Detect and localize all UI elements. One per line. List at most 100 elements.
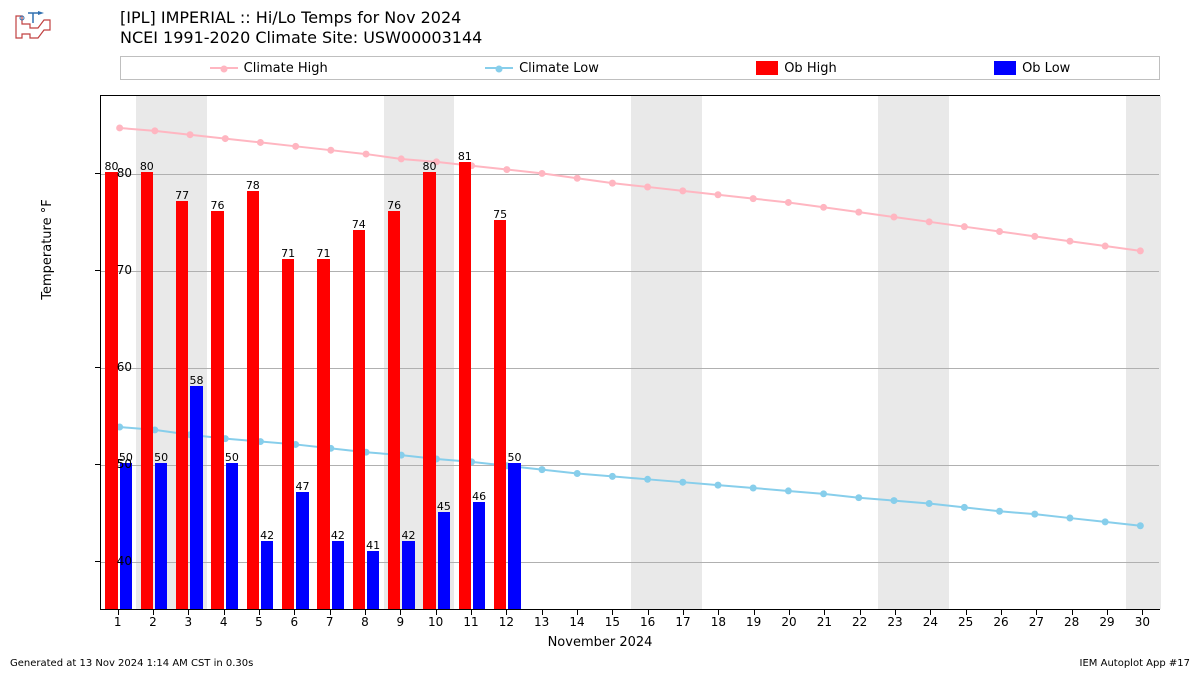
- ob-low-bar-label: 46: [472, 490, 486, 503]
- ob-high-bar: [176, 201, 188, 609]
- ytick-label: 70: [102, 263, 132, 277]
- ob-low-bar: [473, 502, 485, 609]
- ob-high-bar-label: 76: [387, 199, 401, 212]
- climate-low-line-marker: [820, 490, 827, 497]
- ytick-label: 50: [102, 457, 132, 471]
- xtick-label: 14: [569, 615, 584, 629]
- ob-high-bar-label: 80: [140, 160, 154, 173]
- xtick-label: 5: [255, 615, 263, 629]
- y-axis-label: Temperature °F: [40, 199, 55, 299]
- ob-low-bar: [508, 463, 520, 609]
- ob-low-bar-label: 50: [154, 451, 168, 464]
- ob-high-bar: [105, 172, 117, 609]
- climate-high-line-marker: [1066, 238, 1073, 245]
- xtick-label: 13: [534, 615, 549, 629]
- ob-high-bar: [423, 172, 435, 609]
- ob-low-bar: [226, 463, 238, 609]
- chart-title: [IPL] IMPERIAL :: Hi/Lo Temps for Nov 20…: [120, 8, 482, 48]
- climate-high-line-marker: [363, 151, 370, 158]
- xtick-label: 22: [852, 615, 867, 629]
- climate-high-line-marker: [222, 135, 229, 142]
- ob-high-bar-label: 81: [458, 150, 472, 163]
- xtick-label: 12: [499, 615, 514, 629]
- ob-high-bar: [141, 172, 153, 609]
- ob-high-bar-label: 76: [210, 199, 224, 212]
- x-axis-label: November 2024: [548, 635, 653, 650]
- climate-high-line-marker: [1031, 233, 1038, 240]
- ob-high-bar: [494, 220, 506, 609]
- ob-low-bar: [367, 551, 379, 609]
- climate-high-line-marker: [327, 147, 334, 154]
- grid-line: [101, 368, 1159, 369]
- ob-high-bar-label: 80: [422, 160, 436, 173]
- ob-high-bar-label: 71: [281, 247, 295, 260]
- ob-high-bar-label: 78: [246, 179, 260, 192]
- iem-logo-icon: [8, 8, 58, 48]
- climate-low-line-marker: [1031, 511, 1038, 518]
- climate-high-line-marker: [961, 223, 968, 230]
- xtick-label: 16: [640, 615, 655, 629]
- xtick-label: 27: [1029, 615, 1044, 629]
- ob-high-bar: [388, 211, 400, 609]
- xtick-label: 21: [817, 615, 832, 629]
- climate-high-line-marker: [785, 199, 792, 206]
- ob-low-bar: [402, 541, 414, 609]
- ob-low-bar: [120, 463, 132, 609]
- climate-high-line: [120, 128, 1141, 251]
- legend-ob-high: Ob High: [756, 61, 837, 76]
- ob-low-bar: [438, 512, 450, 609]
- ob-high-bar: [317, 259, 329, 609]
- ob-low-bar-label: 58: [190, 374, 204, 387]
- xtick-label: 29: [1099, 615, 1114, 629]
- xtick-label: 6: [291, 615, 299, 629]
- title-line-2: NCEI 1991-2020 Climate Site: USW00003144: [120, 28, 482, 48]
- ob-high-bar: [282, 259, 294, 609]
- ytick-label: 60: [102, 360, 132, 374]
- xtick-label: 10: [428, 615, 443, 629]
- ob-low-bar: [190, 386, 202, 609]
- ob-low-bar-label: 42: [260, 529, 274, 542]
- xtick-label: 23: [887, 615, 902, 629]
- xtick-label: 20: [781, 615, 796, 629]
- xtick-label: 28: [1064, 615, 1079, 629]
- ob-low-bar: [261, 541, 273, 609]
- climate-high-line-marker: [715, 191, 722, 198]
- xtick-label: 30: [1135, 615, 1150, 629]
- xtick-label: 26: [993, 615, 1008, 629]
- ob-low-bar-label: 47: [296, 480, 310, 493]
- title-line-1: [IPL] IMPERIAL :: Hi/Lo Temps for Nov 20…: [120, 8, 482, 28]
- legend-climate-low: Climate Low: [485, 61, 599, 76]
- plot-area: 8080777678717174768081755050585042474241…: [100, 95, 1160, 610]
- legend-climate-high: Climate High: [210, 61, 328, 76]
- ob-high-bar: [459, 162, 471, 609]
- xtick-label: 15: [605, 615, 620, 629]
- climate-high-line-marker: [996, 228, 1003, 235]
- grid-line: [101, 271, 1159, 272]
- climate-high-line-marker: [503, 166, 510, 173]
- ob-high-bar: [353, 230, 365, 609]
- xtick-label: 25: [958, 615, 973, 629]
- xtick-label: 3: [185, 615, 193, 629]
- xtick-label: 19: [746, 615, 761, 629]
- ob-high-bar: [211, 211, 223, 609]
- xtick-label: 24: [923, 615, 938, 629]
- footer-generated: Generated at 13 Nov 2024 1:14 AM CST in …: [10, 658, 253, 669]
- xtick-label: 11: [463, 615, 478, 629]
- climate-low-line-marker: [574, 470, 581, 477]
- xtick-label: 7: [326, 615, 334, 629]
- xtick-label: 2: [149, 615, 157, 629]
- xtick-label: 17: [675, 615, 690, 629]
- legend-ob-low: Ob Low: [994, 61, 1070, 76]
- climate-high-line-marker: [292, 143, 299, 150]
- grid-line: [101, 465, 1159, 466]
- footer-app: IEM Autoplot App #17: [1080, 658, 1190, 669]
- climate-high-line-marker: [1102, 243, 1109, 250]
- ob-low-bar: [332, 541, 344, 609]
- xtick-label: 1: [114, 615, 122, 629]
- xtick-label: 18: [711, 615, 726, 629]
- climate-high-line-marker: [855, 209, 862, 216]
- ytick-label: 40: [102, 554, 132, 568]
- climate-low-line-marker: [996, 508, 1003, 515]
- grid-line: [101, 174, 1159, 175]
- climate-low-line-marker: [785, 487, 792, 494]
